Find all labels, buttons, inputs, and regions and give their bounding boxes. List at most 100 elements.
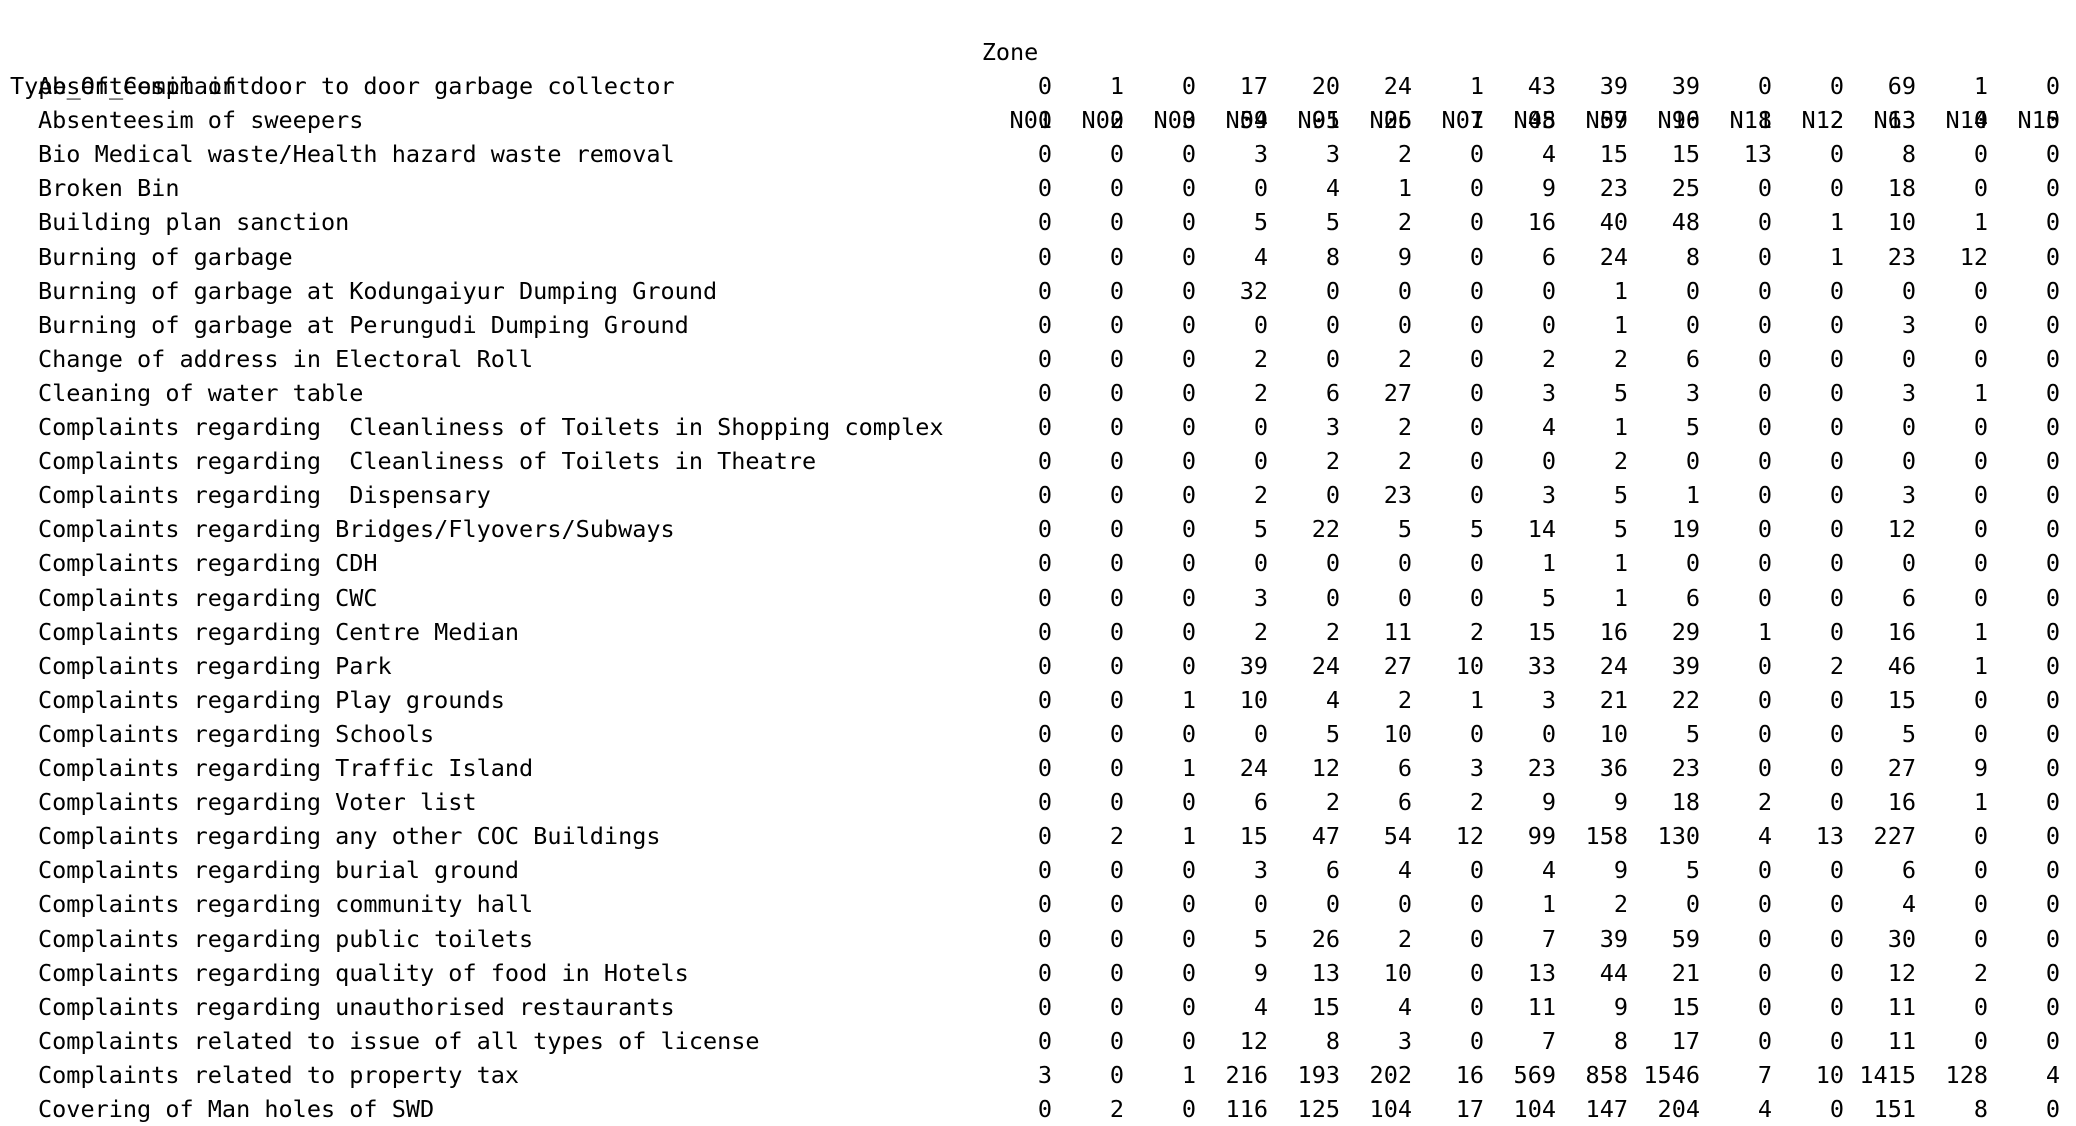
table-cell: 0: [1109, 958, 1124, 987]
table-cell: 0: [1757, 958, 1772, 987]
column-header-n13: N13: [1873, 106, 1916, 134]
table-cell: 2: [1397, 344, 1412, 373]
table-cell: 202: [1369, 1060, 1412, 1089]
table-cell: 6: [1901, 583, 1916, 612]
table-cell: 1: [1973, 617, 1988, 646]
table-cell: 1: [1181, 754, 1196, 782]
table-cell: 0: [1469, 174, 1484, 203]
column-header-n09: N09: [1585, 106, 1628, 134]
table-cell: 0: [1181, 447, 1196, 476]
table-cell: 0: [1829, 617, 1844, 646]
table-cell: 0: [1901, 413, 1916, 441]
table-cell: 8: [1325, 1026, 1340, 1055]
table-cell: 0: [1469, 924, 1484, 953]
table-cell: 3: [1253, 140, 1268, 169]
table-cell: 0: [1973, 856, 1988, 885]
table-cell: 0: [2045, 140, 2060, 169]
table-cell: 5: [1613, 481, 1628, 510]
table-cell: 0: [1037, 822, 1052, 851]
table-cell: 0: [1037, 378, 1052, 407]
table-cell: 147: [1585, 1095, 1628, 1123]
row-label: Complaints regarding Park: [38, 651, 392, 680]
table-cell: 0: [2045, 515, 2060, 544]
table-cell: 27: [1383, 651, 1412, 680]
table-cell: 0: [1181, 378, 1196, 407]
table-cell: 0: [1757, 651, 1772, 680]
column-header-n12: N12: [1801, 106, 1844, 134]
table-cell: 0: [1757, 583, 1772, 612]
table-cell: 1: [1685, 481, 1700, 510]
table-cell: 8: [1685, 242, 1700, 271]
table-cell: 0: [1181, 617, 1196, 646]
table-cell: 10: [1887, 208, 1916, 237]
table-cell: 0: [1829, 958, 1844, 987]
row-label: Complaints regarding Dispensary: [38, 481, 491, 510]
table-cell: 0: [1829, 583, 1844, 612]
row-label: Complaints regarding Centre Median: [38, 617, 520, 646]
table-cell: 0: [1181, 72, 1196, 100]
table-cell: 0: [2045, 788, 2060, 817]
table-cell: 0: [1685, 890, 1700, 919]
table-cell: 0: [1829, 378, 1844, 407]
table-cell: 2: [1541, 344, 1556, 373]
table-cell: 0: [1469, 583, 1484, 612]
table-cell: 0: [1109, 685, 1124, 714]
table-cell: 1: [1829, 208, 1844, 237]
table-cell: 22: [1311, 515, 1340, 544]
table-cell: 2: [1397, 685, 1412, 714]
table-cell: 3: [1685, 378, 1700, 407]
table-cell: 0: [1829, 788, 1844, 817]
table-cell: 0: [1109, 344, 1124, 373]
table-cell: 15: [1671, 992, 1700, 1021]
column-header-n08: N08: [1513, 106, 1556, 134]
table-cell: 0: [1973, 447, 1988, 476]
table-cell: 10: [1815, 1060, 1844, 1089]
table-cell: 11: [1887, 992, 1916, 1021]
table-cell: 0: [1469, 1026, 1484, 1055]
table-cell: 0: [1757, 208, 1772, 237]
table-cell: 19: [1671, 515, 1700, 544]
table-cell: 2: [1829, 106, 1844, 135]
table-cell: 2: [1253, 378, 1268, 407]
table-cell: 0: [1037, 174, 1052, 203]
table-cell: 0: [1469, 549, 1484, 578]
table-cell: 0: [1037, 924, 1052, 953]
table-cell: 0: [2045, 890, 2060, 919]
table-cell: 2: [1253, 344, 1268, 373]
table-cell: 3: [1037, 1060, 1052, 1089]
table-cell: 0: [1109, 617, 1124, 646]
table-cell: 9: [1397, 242, 1412, 271]
row-label: Complaints regarding burial ground: [38, 856, 520, 885]
table-cell: 44: [1599, 958, 1628, 987]
table-cell: 9: [1253, 958, 1268, 987]
table-cell: 0: [1685, 310, 1700, 339]
table-cell: 54: [1383, 822, 1412, 851]
row-label: Change of address in Electoral Roll: [38, 344, 534, 373]
table-cell: 15: [1671, 140, 1700, 169]
table-cell: 91: [1311, 106, 1340, 135]
table-cell: 0: [1829, 276, 1844, 305]
table-cell: 0: [1757, 549, 1772, 578]
table-cell: 10: [1383, 719, 1412, 748]
table-cell: 9: [1613, 856, 1628, 885]
table-cell: 0: [1469, 310, 1484, 339]
table-cell: 0: [1037, 958, 1052, 987]
table-cell: 9: [1973, 754, 1988, 782]
table-cell: 5: [1253, 924, 1268, 953]
table-cell: 0: [1973, 344, 1988, 373]
table-cell: 0: [1037, 344, 1052, 373]
table-cell: 0: [1181, 515, 1196, 544]
table-cell: 39: [1599, 924, 1628, 953]
column-header-n14: N14: [1945, 106, 1988, 134]
table-cell: 0: [1829, 344, 1844, 373]
table-cell: 16: [1455, 1060, 1484, 1089]
table-cell: 158: [1585, 822, 1628, 851]
table-cell: 4: [1541, 856, 1556, 885]
table-cell: 5: [1901, 719, 1916, 748]
table-cell: 8: [1901, 140, 1916, 169]
table-cell: 0: [1469, 481, 1484, 510]
table-cell: 3: [1901, 481, 1916, 510]
table-cell: 39: [1671, 651, 1700, 680]
table-cell: 3: [1397, 1026, 1412, 1055]
table-cell: 0: [1109, 992, 1124, 1021]
